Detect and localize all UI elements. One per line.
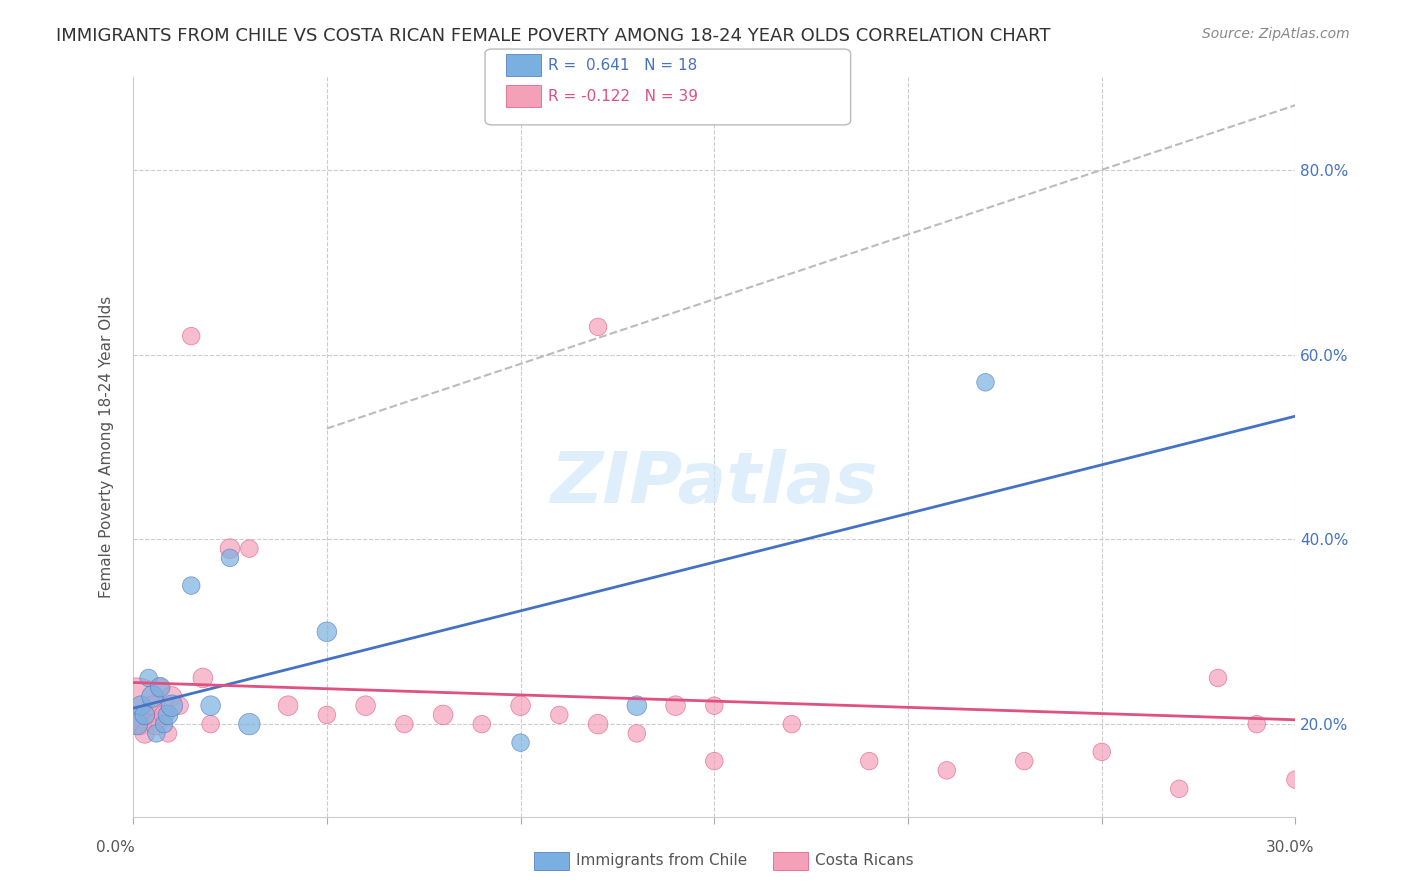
Point bbox=[1206, 671, 1229, 685]
Point bbox=[1168, 781, 1191, 796]
Point bbox=[626, 698, 648, 713]
Point bbox=[780, 717, 803, 731]
Point bbox=[129, 698, 152, 713]
Point bbox=[432, 707, 454, 722]
Point bbox=[138, 707, 160, 722]
Point bbox=[354, 698, 377, 713]
Text: Immigrants from Chile: Immigrants from Chile bbox=[576, 854, 748, 868]
Point bbox=[703, 698, 725, 713]
Point bbox=[626, 726, 648, 740]
Point bbox=[169, 698, 191, 713]
Point bbox=[180, 329, 202, 343]
Text: IMMIGRANTS FROM CHILE VS COSTA RICAN FEMALE POVERTY AMONG 18-24 YEAR OLDS CORREL: IMMIGRANTS FROM CHILE VS COSTA RICAN FEM… bbox=[56, 27, 1050, 45]
Point bbox=[586, 319, 609, 334]
Text: 0.0%: 0.0% bbox=[96, 840, 135, 855]
Point bbox=[160, 690, 183, 704]
Point bbox=[145, 717, 167, 731]
Point bbox=[1284, 772, 1306, 787]
Point bbox=[315, 707, 337, 722]
Point bbox=[277, 698, 299, 713]
Point bbox=[200, 698, 222, 713]
Point bbox=[156, 726, 179, 740]
Point bbox=[935, 764, 957, 778]
Point bbox=[134, 707, 156, 722]
Point bbox=[153, 717, 176, 731]
Point bbox=[125, 717, 148, 731]
Text: 30.0%: 30.0% bbox=[1267, 840, 1315, 855]
Point bbox=[471, 717, 494, 731]
Point bbox=[1012, 754, 1035, 768]
Point bbox=[586, 717, 609, 731]
Text: ZIPatlas: ZIPatlas bbox=[551, 450, 877, 518]
Point bbox=[548, 707, 571, 722]
Point bbox=[129, 717, 152, 731]
Point bbox=[703, 754, 725, 768]
Point bbox=[145, 726, 167, 740]
Point bbox=[153, 707, 176, 722]
Point bbox=[315, 624, 337, 639]
Point bbox=[138, 671, 160, 685]
Point bbox=[149, 680, 172, 694]
Point bbox=[219, 550, 242, 565]
Point bbox=[509, 698, 531, 713]
Text: Costa Ricans: Costa Ricans bbox=[815, 854, 914, 868]
Text: Source: ZipAtlas.com: Source: ZipAtlas.com bbox=[1202, 27, 1350, 41]
Point bbox=[125, 698, 148, 713]
Point bbox=[156, 707, 179, 722]
Point bbox=[664, 698, 686, 713]
Point bbox=[141, 698, 163, 713]
Point bbox=[134, 726, 156, 740]
Point bbox=[180, 578, 202, 592]
Point bbox=[200, 717, 222, 731]
Point bbox=[141, 690, 163, 704]
Point bbox=[160, 698, 183, 713]
Point bbox=[394, 717, 416, 731]
Point bbox=[858, 754, 880, 768]
Y-axis label: Female Poverty Among 18-24 Year Olds: Female Poverty Among 18-24 Year Olds bbox=[100, 296, 114, 599]
Text: R = -0.122   N = 39: R = -0.122 N = 39 bbox=[548, 89, 699, 103]
Point bbox=[509, 736, 531, 750]
Text: R =  0.641   N = 18: R = 0.641 N = 18 bbox=[548, 58, 697, 72]
Point bbox=[191, 671, 214, 685]
Point bbox=[974, 376, 997, 390]
Point bbox=[238, 717, 260, 731]
Point bbox=[149, 680, 172, 694]
Point bbox=[219, 541, 242, 556]
Point bbox=[1091, 745, 1114, 759]
Point bbox=[238, 541, 260, 556]
Point bbox=[1246, 717, 1268, 731]
